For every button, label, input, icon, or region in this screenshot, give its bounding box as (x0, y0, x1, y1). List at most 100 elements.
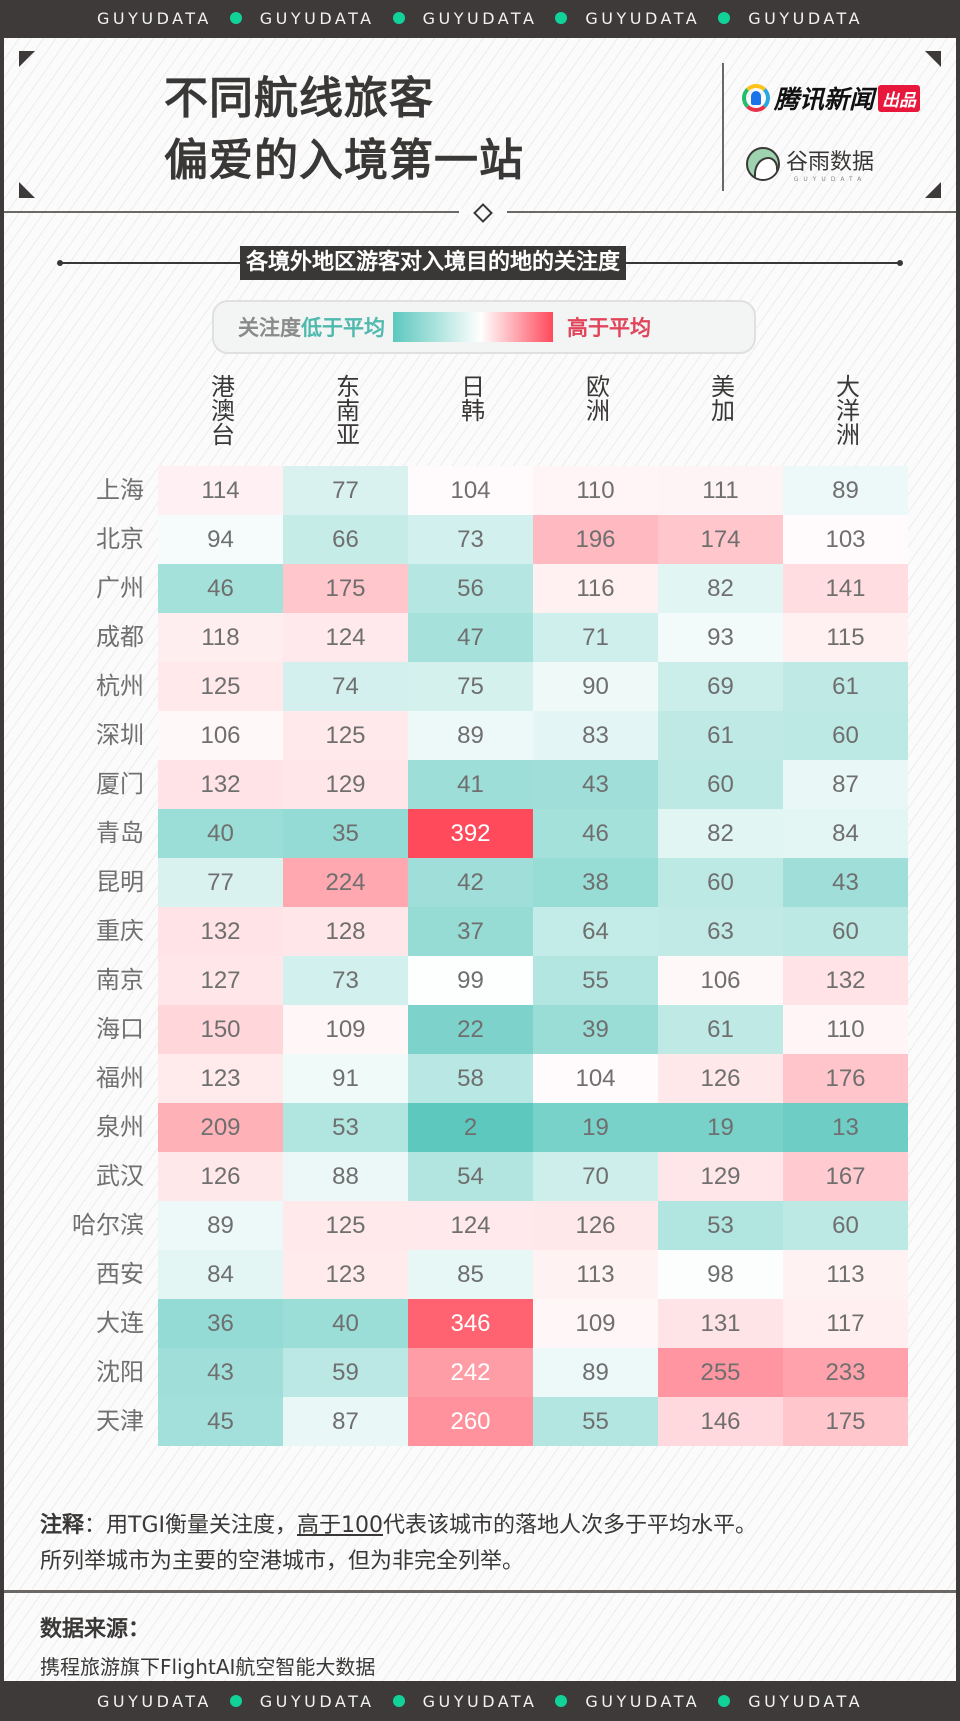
dot-icon (718, 1695, 731, 1707)
heatmap-cell: 141 (783, 564, 908, 613)
dot-icon (392, 12, 405, 24)
heatmap-cell: 89 (408, 711, 533, 760)
heatmap-cell: 123 (283, 1250, 408, 1299)
title-line-1: 不同航线旅客 (164, 73, 434, 124)
table-row: 武汉 126 88 54 70 129 167 (44, 1152, 908, 1201)
heatmap-cell: 126 (533, 1201, 658, 1250)
heatmap-cell: 94 (158, 515, 283, 564)
ticker-word: GUYUDATA (748, 1691, 864, 1711)
heatmap-cell: 70 (533, 1152, 658, 1201)
heatmap-cell: 91 (283, 1054, 408, 1103)
note-line-2: 所列举城市为主要的空港城市，但为非完全列举。 (40, 1549, 525, 1574)
heatmap-cell: 73 (283, 956, 408, 1005)
heatmap-cell: 55 (533, 956, 658, 1005)
row-label: 南京 (96, 966, 144, 994)
heatmap-cell: 84 (158, 1250, 283, 1299)
table-row: 北京 94 66 73 196 174 103 (44, 515, 908, 564)
heatmap-cell: 106 (658, 956, 783, 1005)
bottom-ticker: GUYUDATA GUYUDATA GUYUDATA GUYUDATA GUYUDATA (0, 1681, 960, 1721)
heatmap-cell: 13 (783, 1103, 908, 1152)
corner-mark (19, 182, 35, 198)
ticker-word: GUYUDATA (259, 8, 375, 28)
chart-subtitle: 各境外地区游客对入境目的地的关注度 (57, 246, 903, 280)
row-label: 沈阳 (96, 1358, 144, 1386)
table-row: 哈尔滨 89 125 124 126 53 60 (44, 1201, 908, 1250)
heatmap-cell: 88 (283, 1152, 408, 1201)
column-header-label: 港澳台 (206, 374, 235, 446)
heatmap-cell: 41 (408, 760, 533, 809)
ticker-word: GUYUDATA (585, 1691, 701, 1711)
heatmap-cell: 77 (283, 466, 408, 515)
column-header: 东南亚 (283, 374, 408, 446)
heatmap-cell: 19 (658, 1103, 783, 1152)
heatmap-cell: 55 (533, 1397, 658, 1446)
heatmap-cell: 77 (158, 858, 283, 907)
heatmap-cell: 60 (658, 858, 783, 907)
heatmap-cell: 255 (658, 1348, 783, 1397)
row-label: 昆明 (96, 868, 144, 896)
row-label: 青岛 (96, 819, 144, 847)
heatmap-cell: 82 (658, 809, 783, 858)
row-label: 泉州 (96, 1113, 144, 1141)
table-row: 天津 45 87 260 55 146 175 (44, 1397, 908, 1446)
infographic-sheet: 不同航线旅客 偏爱的入境第一站 腾讯新闻 出品 谷雨数据 GUYUDATA 各境… (4, 38, 956, 1681)
table-row: 海口 150 109 22 39 61 110 (44, 1005, 908, 1054)
diamond-ornament-icon (473, 203, 493, 223)
row-label: 上海 (96, 476, 144, 504)
heatmap-cell: 35 (283, 809, 408, 858)
heatmap-cell: 53 (658, 1201, 783, 1250)
row-label: 成都 (96, 623, 144, 651)
column-header-label: 美加 (706, 374, 735, 422)
heatmap-cell: 125 (283, 711, 408, 760)
heatmap-cell: 346 (408, 1299, 533, 1348)
heatmap-cell: 74 (283, 662, 408, 711)
heatmap-cell: 46 (533, 809, 658, 858)
heatmap-cell: 124 (408, 1201, 533, 1250)
divider (722, 63, 724, 191)
source-value: 携程旅游旗下FlightAI航空智能大数据 (40, 1655, 376, 1679)
note-underlined: 高于100 (297, 1513, 383, 1538)
column-header: 美加 (658, 374, 783, 446)
ticker-word: GUYUDATA (96, 1691, 212, 1711)
legend-prefix: 关注度 (238, 316, 301, 340)
ticker-word: GUYUDATA (585, 8, 701, 28)
heatmap-cell: 38 (533, 858, 658, 907)
row-label: 天津 (96, 1407, 144, 1435)
heatmap-cell: 71 (533, 613, 658, 662)
data-source: 数据来源： 携程旅游旗下FlightAI航空智能大数据 (40, 1613, 375, 1683)
heatmap-cell: 83 (533, 711, 658, 760)
heatmap-cell: 174 (658, 515, 783, 564)
top-ticker: GUYUDATA GUYUDATA GUYUDATA GUYUDATA GUYUDATA (0, 0, 960, 36)
table-row: 西安 84 123 85 113 98 113 (44, 1250, 908, 1299)
row-label: 海口 (96, 1015, 144, 1043)
legend-high-label: 高于平均 (567, 316, 651, 340)
heatmap-cell: 209 (158, 1103, 283, 1152)
heatmap-cell: 109 (533, 1299, 658, 1348)
color-legend: 关注度 低于平均 高于平均 (212, 300, 756, 354)
footnote: 注释：用TGI衡量关注度，高于100代表该城市的落地人次多于平均水平。 所列举城… (40, 1508, 936, 1580)
heatmap-cell: 75 (408, 662, 533, 711)
produced-badge: 出品 (878, 84, 921, 112)
heatmap-cell: 124 (283, 613, 408, 662)
column-header: 日韩 (408, 374, 533, 446)
heatmap-cell: 104 (408, 466, 533, 515)
heatmap-cell: 260 (408, 1397, 533, 1446)
heatmap-cell: 85 (408, 1250, 533, 1299)
heatmap-cell: 42 (408, 858, 533, 907)
dot-icon (555, 12, 568, 24)
table-row: 昆明 77 224 42 38 60 43 (44, 858, 908, 907)
heatmap-cell: 111 (658, 466, 783, 515)
heatmap-cell: 113 (783, 1250, 908, 1299)
heatmap-cell: 125 (283, 1201, 408, 1250)
heatmap-cell: 113 (533, 1250, 658, 1299)
heatmap-cell: 242 (408, 1348, 533, 1397)
heatmap-cell: 64 (533, 907, 658, 956)
heatmap-cell: 116 (533, 564, 658, 613)
ticker-word: GUYUDATA (259, 1691, 375, 1711)
heatmap-cell: 89 (158, 1201, 283, 1250)
guyu-data-logo: 谷雨数据 GUYUDATA (746, 144, 874, 183)
heatmap-cell: 132 (783, 956, 908, 1005)
column-header: 欧洲 (533, 374, 658, 446)
row-label: 武汉 (96, 1162, 144, 1190)
tencent-news-icon (742, 84, 770, 112)
